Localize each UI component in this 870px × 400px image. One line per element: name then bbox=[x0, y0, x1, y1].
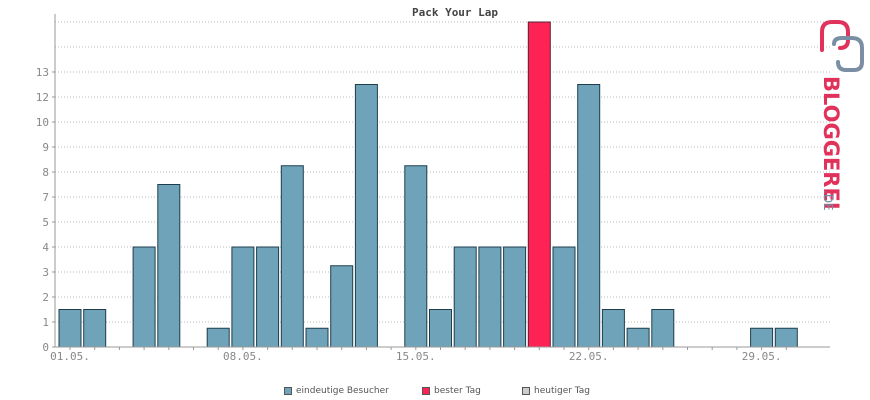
y-tick-label: 0 bbox=[42, 341, 49, 354]
grid-lines bbox=[55, 21, 830, 323]
y-tick-label: 5 bbox=[42, 216, 49, 229]
x-tick-label: 15.05. bbox=[396, 350, 436, 363]
bloggerei-logo-graphic: BLOGGEREI .DE bbox=[819, 20, 864, 211]
legend-swatch-best-day bbox=[422, 387, 430, 395]
bar bbox=[83, 309, 107, 348]
legend-swatch-today bbox=[522, 387, 530, 395]
legend-label-best-day: bester Tag bbox=[434, 386, 481, 396]
legend-label-today: heutiger Tag bbox=[534, 386, 591, 396]
x-tick-label: 01.05. bbox=[50, 350, 90, 363]
bar bbox=[157, 184, 181, 348]
bar bbox=[577, 84, 601, 348]
bar bbox=[750, 327, 774, 348]
y-tick-label: 9 bbox=[42, 141, 49, 154]
y-tick-label: 4 bbox=[42, 241, 49, 254]
legend-item-today: heutiger Tag bbox=[522, 386, 590, 396]
bar bbox=[256, 246, 280, 348]
chart-title: Pack Your Lap bbox=[412, 6, 498, 19]
x-tick-label: 08.05. bbox=[223, 350, 263, 363]
y-tick-label: 12 bbox=[36, 91, 49, 104]
bar bbox=[58, 309, 82, 348]
bar bbox=[601, 309, 625, 348]
x-axis-ticks: 01.05. 08.05. 15.05. 22.05. 29.05. bbox=[50, 347, 787, 363]
y-tick-label: 10 bbox=[36, 116, 49, 129]
axes bbox=[54, 14, 830, 348]
legend-label-visitors: eindeutige Besucher bbox=[296, 386, 389, 396]
bar bbox=[429, 309, 452, 348]
bar bbox=[330, 265, 354, 348]
bar bbox=[354, 84, 378, 348]
bar bbox=[453, 246, 477, 348]
x-tick-label: 22.05. bbox=[569, 350, 609, 363]
bar bbox=[503, 246, 527, 348]
bar bbox=[231, 246, 255, 348]
bar bbox=[280, 165, 304, 348]
y-tick-label: 1 bbox=[42, 316, 49, 329]
bar bbox=[206, 327, 230, 348]
bar bbox=[478, 246, 502, 348]
bar bbox=[626, 327, 650, 348]
legend: eindeutige Besucher bester Tag heutiger … bbox=[0, 384, 870, 400]
bar bbox=[404, 165, 428, 348]
y-tick-label: 7 bbox=[42, 191, 49, 204]
bloggerei-logo: BLOGGEREI .DE bbox=[812, 18, 870, 218]
legend-item-best-day: bester Tag bbox=[422, 386, 481, 396]
bars bbox=[58, 21, 798, 348]
y-tick-label: 2 bbox=[42, 291, 49, 304]
y-tick-label: 13 bbox=[36, 66, 49, 79]
bar bbox=[305, 327, 329, 348]
y-tick-label: 3 bbox=[42, 266, 49, 279]
x-tick-label: 29.05. bbox=[742, 350, 782, 363]
svg-text:BLOGGEREI: BLOGGEREI bbox=[819, 76, 843, 210]
y-tick-label: 8 bbox=[42, 166, 49, 179]
bar bbox=[132, 246, 156, 348]
bar-best-day bbox=[527, 21, 551, 348]
bar bbox=[774, 327, 798, 348]
legend-swatch-visitors bbox=[284, 387, 292, 395]
legend-item-visitors: eindeutige Besucher bbox=[284, 386, 389, 396]
bar bbox=[651, 309, 675, 348]
bar bbox=[552, 246, 576, 348]
svg-text:.DE: .DE bbox=[821, 190, 835, 211]
